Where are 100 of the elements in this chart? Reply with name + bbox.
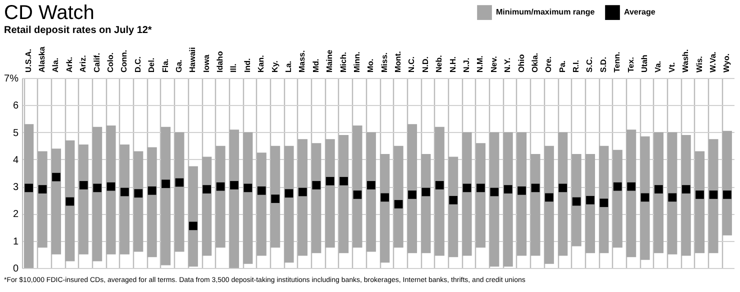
x-tick-label: N.M. (476, 56, 485, 72)
point (38, 185, 47, 194)
point (462, 184, 472, 192)
point (66, 197, 74, 206)
bar (530, 154, 540, 256)
bar (585, 154, 596, 254)
bar (421, 154, 431, 254)
bar (51, 148, 62, 254)
x-tick-label: Pa. (558, 60, 567, 72)
x-tick-label: Del. (147, 58, 156, 72)
point (148, 186, 156, 195)
point (544, 193, 554, 202)
point (52, 172, 60, 182)
bar (92, 126, 102, 262)
point (394, 200, 403, 208)
bar (722, 130, 732, 236)
bar (338, 135, 349, 254)
x-tick-label: S.C. (585, 56, 594, 72)
point (654, 185, 663, 194)
x-tick-label: Utah (640, 54, 649, 72)
point (162, 180, 170, 188)
x-tick-label: Wash. (681, 49, 690, 72)
bar (120, 144, 130, 254)
bar (407, 124, 418, 254)
y-tick-label: 0 (12, 264, 19, 274)
bar (434, 126, 444, 256)
bar (352, 126, 362, 248)
point (627, 182, 636, 191)
x-tick-label: Md. (311, 58, 320, 72)
x-tick-label: Maine (325, 49, 334, 72)
bar (202, 156, 212, 256)
x-tick-label: Kan. (256, 55, 266, 72)
x-tick-label: Nev. (489, 56, 498, 72)
bar (298, 139, 308, 256)
bar (78, 144, 88, 254)
x-tick-label: N.D. (420, 56, 430, 72)
x-tick-label: Ind. (242, 58, 252, 72)
y-tick-label: 2 (12, 209, 19, 220)
y-tick-label: 4 (12, 154, 19, 166)
x-tick-label: Iowa (202, 54, 211, 72)
point (572, 197, 581, 206)
point (175, 178, 184, 187)
x-tick-label: D.C. (133, 56, 142, 72)
bar (366, 132, 376, 252)
x-tick-label: Ga. (174, 60, 184, 72)
bar (640, 136, 650, 260)
x-tick-label: Miss. (380, 52, 389, 72)
x-tick-label: W.Va. (708, 52, 718, 72)
bar (544, 146, 554, 264)
bar (188, 166, 198, 267)
point (120, 188, 129, 196)
point (188, 222, 198, 230)
bar (38, 151, 48, 248)
point (682, 185, 690, 194)
point (202, 185, 212, 194)
chart-subtitle: Retail deposit rates on July 12* (4, 25, 152, 36)
x-tick-label: N.Y. (503, 58, 512, 72)
legend-label: Average (624, 8, 656, 17)
point (79, 181, 88, 190)
point (435, 181, 444, 190)
point (340, 176, 348, 186)
x-tick-label: La. (284, 60, 293, 72)
x-tick-label: Ark. (64, 56, 74, 72)
point (422, 188, 430, 196)
x-tick-label: Mont. (394, 51, 403, 72)
point (586, 196, 594, 204)
point (106, 182, 116, 191)
x-tick-label: Vt. (667, 62, 676, 72)
point (696, 190, 704, 199)
point (216, 182, 225, 191)
point (134, 189, 143, 198)
x-tick-label: Ky. (270, 60, 280, 72)
point (284, 189, 294, 198)
point (230, 181, 238, 190)
x-tick-label: Hawaii (188, 47, 198, 72)
bar (229, 130, 240, 268)
bar (599, 146, 609, 254)
point (408, 190, 416, 199)
x-tick-label: N.C. (407, 56, 416, 72)
bar (270, 146, 280, 248)
x-tick-label: Va. (654, 60, 663, 72)
point (271, 194, 280, 203)
bar (476, 143, 486, 248)
bar (572, 154, 582, 246)
y-tick-label: 5 (12, 128, 19, 139)
x-tick-label: Ore. (544, 56, 554, 72)
bar (681, 135, 691, 256)
bar (708, 139, 718, 254)
point (298, 188, 307, 196)
bar (654, 132, 664, 254)
point (312, 181, 321, 190)
x-tick-label: Tex. (626, 57, 636, 72)
x-tick-label: Ill. (229, 64, 238, 72)
bar (612, 150, 622, 248)
bar (243, 132, 253, 264)
x-tick-label: S.D. (598, 56, 608, 72)
point (558, 184, 568, 192)
bar (160, 126, 171, 266)
bar (558, 132, 568, 256)
point (366, 181, 376, 190)
